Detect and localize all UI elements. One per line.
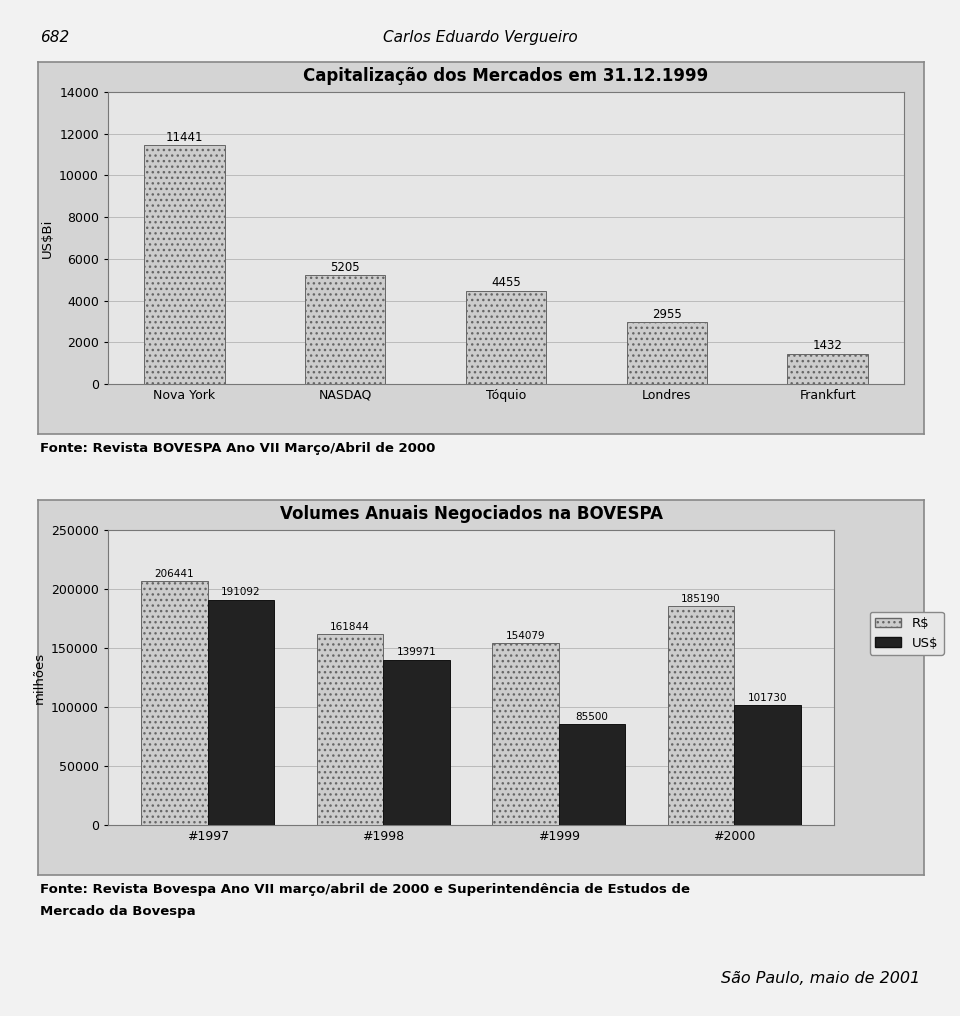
Text: 185190: 185190	[682, 594, 721, 605]
Bar	[466, 291, 546, 384]
Bar	[383, 659, 450, 825]
Y-axis label: US$Bi: US$Bi	[40, 218, 54, 258]
Text: 154079: 154079	[506, 631, 545, 641]
Text: Carlos Eduardo Vergueiro: Carlos Eduardo Vergueiro	[383, 30, 577, 46]
Text: Fonte: Revista Bovespa Ano VII março/abril de 2000 e Superintendência de Estudos: Fonte: Revista Bovespa Ano VII março/abr…	[40, 883, 690, 896]
Legend: R$, US$: R$, US$	[870, 612, 944, 655]
Bar	[667, 607, 734, 825]
Text: Mercado da Bovespa: Mercado da Bovespa	[40, 905, 196, 918]
Bar	[627, 322, 707, 384]
Text: 4455: 4455	[492, 276, 521, 290]
Title: Volumes Anuais Negociados na BOVESPA: Volumes Anuais Negociados na BOVESPA	[279, 505, 662, 523]
Bar	[305, 275, 385, 384]
Bar	[144, 145, 225, 384]
Text: 161844: 161844	[330, 622, 370, 632]
Bar	[207, 599, 275, 825]
Text: 85500: 85500	[576, 712, 609, 721]
Y-axis label: milhões: milhões	[33, 651, 45, 703]
Text: 206441: 206441	[155, 569, 194, 579]
Bar	[317, 634, 383, 825]
Text: 139971: 139971	[396, 647, 437, 657]
Text: 2955: 2955	[652, 308, 682, 321]
Text: São Paulo, maio de 2001: São Paulo, maio de 2001	[721, 970, 920, 986]
Bar	[492, 643, 559, 825]
Text: 191092: 191092	[221, 587, 261, 597]
Bar	[559, 724, 626, 825]
Text: 682: 682	[40, 30, 69, 46]
Title: Capitalização dos Mercados em 31.12.1999: Capitalização dos Mercados em 31.12.1999	[303, 67, 708, 85]
Bar	[787, 355, 868, 384]
Text: 5205: 5205	[330, 261, 360, 273]
Text: Fonte: Revista BOVESPA Ano VII Março/Abril de 2000: Fonte: Revista BOVESPA Ano VII Março/Abr…	[40, 442, 436, 455]
Text: 101730: 101730	[748, 693, 787, 703]
Text: 1432: 1432	[813, 339, 843, 353]
Text: 11441: 11441	[166, 131, 204, 143]
Bar	[141, 581, 207, 825]
Bar	[734, 705, 801, 825]
